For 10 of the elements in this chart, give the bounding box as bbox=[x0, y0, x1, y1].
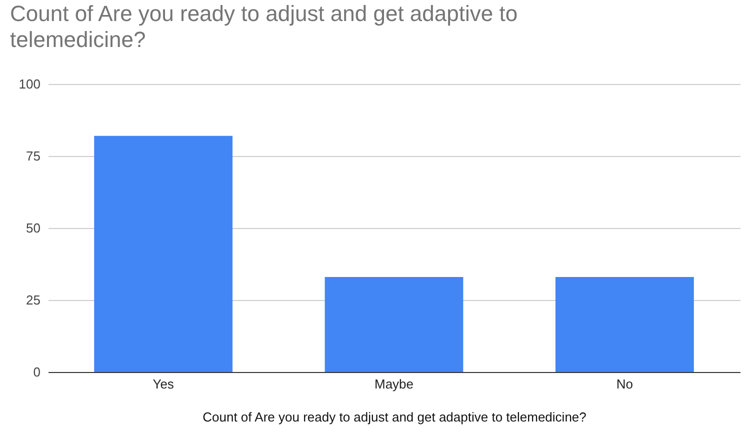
x-axis-title: Count of Are you ready to adjust and get adaptive to telemedicine? bbox=[202, 410, 586, 424]
chart-title: Count of Are you ready to adjust and get adaptive to telemedicine? bbox=[10, 1, 518, 52]
x-tick-label: No bbox=[616, 376, 633, 392]
x-tick-label: Yes bbox=[152, 376, 174, 392]
x-tick-label: Maybe bbox=[374, 376, 414, 392]
y-tick-label: 100 bbox=[18, 76, 40, 92]
y-tick-label: 0 bbox=[33, 364, 40, 380]
y-tick-label: 25 bbox=[26, 292, 40, 308]
y-tick-label: 50 bbox=[26, 220, 40, 236]
y-tick-label: 75 bbox=[26, 148, 40, 164]
